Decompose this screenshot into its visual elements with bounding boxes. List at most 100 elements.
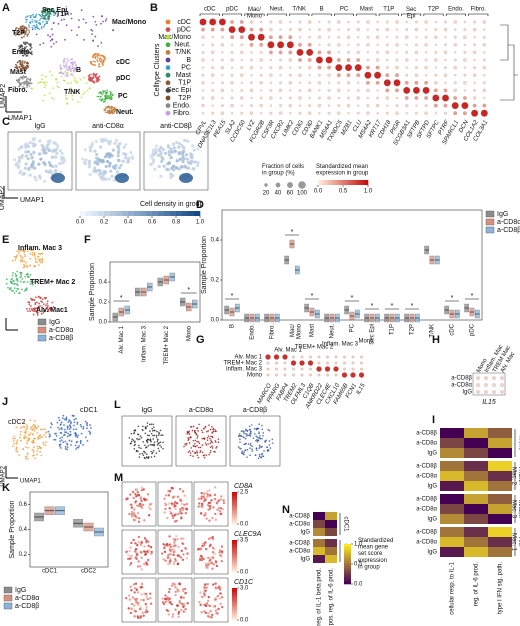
cell-point [150,552,153,556]
cell-point [82,160,87,164]
cell-point [135,487,139,491]
cell-point [162,434,164,436]
colorbar-step [232,543,237,546]
dot [240,43,244,47]
row-swatch [165,80,171,86]
cell-point [104,164,108,169]
cell-point [32,446,35,448]
cell-point [44,151,48,155]
dot [309,373,312,377]
dot [412,86,420,94]
cell-point [211,567,214,570]
cell-point [26,52,29,55]
cell-point [248,425,251,428]
dot [269,27,273,32]
dot [265,354,271,360]
dot [473,43,477,47]
dot [210,27,215,32]
cell-point [64,70,67,73]
cell-point [192,148,196,152]
cell-point [51,9,54,12]
cell-point [92,54,95,57]
cell-point [109,90,112,93]
cell-point [167,554,170,557]
dot [249,111,254,115]
dot [278,35,283,40]
cell-point [166,596,169,599]
cell-point [140,447,142,450]
cell-point [136,615,139,618]
cell-point [132,583,136,586]
cell-point [208,437,211,440]
dot [473,66,477,69]
colorbar-step [344,546,351,549]
cell-point [37,82,40,84]
cell-point [95,76,98,79]
x-tick-label: Mono [186,325,192,341]
cell-point [144,427,147,430]
cell-point [124,152,128,156]
heat-cell [440,471,464,481]
colorbar-step [116,211,123,216]
cell-point [32,13,35,16]
panel-letter: E [2,234,9,246]
cell-point [208,453,210,456]
cell-point [125,596,128,600]
cell-point [255,435,258,437]
colorbar-step [232,616,237,619]
dot [442,94,450,102]
dot [308,74,311,77]
cell-point [20,65,23,67]
cell-point [94,60,97,63]
cell-point [92,15,95,18]
cell-point [159,441,162,443]
cell-point [21,81,24,84]
cell-point [217,506,221,509]
cell-point [45,12,47,14]
cell-point [36,453,39,456]
cell-point [207,537,211,541]
dot [473,36,476,39]
dot [317,35,322,39]
cell-point [70,440,73,443]
dot [259,81,263,85]
colorbar-step [232,551,237,554]
cluster-label: Mac/Mono [112,19,146,26]
dot [211,104,214,107]
cell-point [64,97,67,100]
cell-point [22,266,25,269]
heat-cell [488,514,512,524]
cell-point [136,565,140,568]
cell-point [197,456,200,459]
colorbar-step [344,568,351,571]
cell-point [98,58,101,61]
cell-point [59,437,61,440]
cell-point [5,282,8,285]
cell-point [34,301,37,304]
cell-point [182,146,186,150]
dot [463,81,467,85]
cell-point [21,47,24,50]
dot [230,103,234,108]
cell-point [220,545,224,548]
cell-point [183,164,187,168]
cell-point [164,594,167,597]
dot [279,96,282,100]
cell-point [166,168,170,172]
cell-point [200,611,203,614]
cell-point [31,14,33,17]
cell-point [21,425,24,428]
dot [395,20,399,24]
cell-point [25,424,28,427]
cell-point [66,448,69,451]
cell-point [94,64,97,67]
cell-point [174,590,177,593]
colorbar-label: 0.0 [240,570,249,576]
cell-point [108,152,113,156]
umap-frame [193,481,229,527]
cell-point [151,427,154,430]
cell-point [48,163,53,167]
cell-point [155,434,158,437]
cell-point [136,493,140,496]
cell-point [140,486,144,490]
